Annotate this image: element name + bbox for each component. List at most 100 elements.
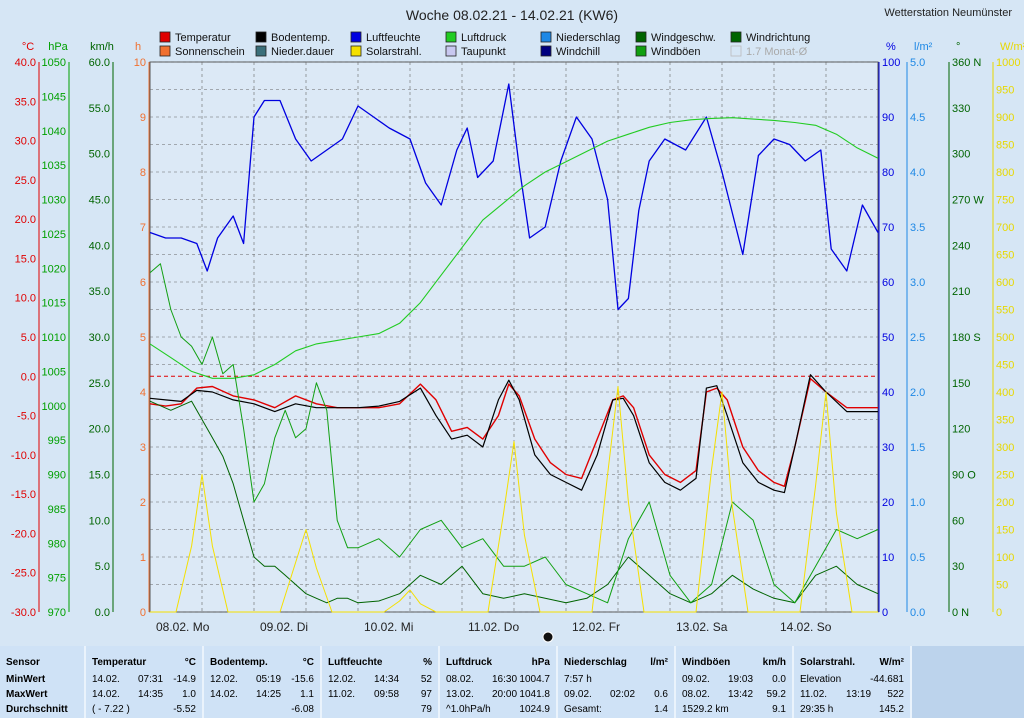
stats-cell: 0.6 bbox=[654, 689, 668, 700]
stats-cell: Elevation bbox=[800, 674, 842, 685]
legend-swatch-4 bbox=[445, 31, 457, 43]
stats-cell: 59.2 bbox=[766, 689, 786, 700]
axis-tick-label: 20.0 bbox=[89, 424, 110, 436]
axis-unit-2: hPa bbox=[48, 41, 68, 53]
series-luftdruck bbox=[149, 117, 879, 379]
legend-swatch-9 bbox=[255, 45, 267, 57]
axis-tick-label: 990 bbox=[48, 470, 66, 482]
stats-row: ( - 7.22 ) -5.52 bbox=[92, 702, 196, 718]
stats-header: Niederschlag l/m² bbox=[564, 655, 668, 671]
stats-cell: 20:00 bbox=[492, 689, 518, 700]
stats-cell: 09.02. bbox=[564, 689, 592, 700]
axis-tick-label: 90 O bbox=[952, 470, 976, 482]
axis-tick-label: 7 bbox=[140, 222, 146, 234]
stats-cell: 97 bbox=[420, 689, 432, 700]
axis-tick-label: 1030 bbox=[42, 195, 66, 207]
stats-row: 1529.2 km 9.1 bbox=[682, 702, 786, 718]
axis-tick-label: 25.0 bbox=[89, 378, 110, 390]
series-temperatur bbox=[149, 377, 878, 487]
stats-cell: 1.1 bbox=[300, 689, 314, 700]
stats-row: 14.02. 14:35 1.0 bbox=[92, 687, 196, 703]
axis-unit-6: l/m² bbox=[914, 41, 933, 53]
stats-row: 08.02. 16:30 1004.7 bbox=[446, 672, 550, 688]
stats-cell: 12.02. bbox=[210, 674, 238, 685]
legend-label-8: Sonnenschein bbox=[175, 46, 245, 58]
stats-column-8: Solarstrahl. W/m² Elevation -44.681 11.02. 13… bbox=[794, 646, 912, 718]
stats-cell: -44.681 bbox=[870, 674, 904, 685]
axis-tick-label: 40 bbox=[882, 387, 894, 399]
legend-swatch-8 bbox=[159, 45, 171, 57]
stats-cell: Durchschnitt bbox=[6, 704, 68, 715]
legend-swatch-2 bbox=[255, 31, 267, 43]
x-axis-label-2: 09.02. Di bbox=[260, 620, 308, 634]
axis-tick-label: 350 bbox=[996, 415, 1014, 427]
stats-cell: 7:57 h bbox=[564, 674, 592, 685]
axis-tick-label: 650 bbox=[996, 250, 1014, 262]
axis-tick-label: 15.0 bbox=[89, 470, 110, 482]
station-name: Wetterstation Neumünster bbox=[884, 7, 1012, 19]
stats-unit: % bbox=[423, 657, 432, 668]
stats-cell: -6.08 bbox=[291, 704, 314, 715]
axis-tick-label: 1025 bbox=[42, 229, 66, 241]
axis-tick-label: 2.5 bbox=[910, 332, 925, 344]
stats-header: Windböen km/h bbox=[682, 655, 786, 671]
stats-cell: 11.02. bbox=[328, 689, 356, 700]
axis-tick-label: 40.0 bbox=[15, 57, 36, 69]
axis-tick-label: 400 bbox=[996, 387, 1014, 399]
series-solarstrahl bbox=[150, 386, 878, 613]
stats-row: 09.02. 19:03 0.0 bbox=[682, 672, 786, 688]
axis-tick-label: 450 bbox=[996, 360, 1014, 372]
axis-tick-label: 985 bbox=[48, 504, 66, 516]
stats-column-5: Luftdruck hPa 08.02. 16:30 1004.7 13.02. 20:00… bbox=[440, 646, 558, 718]
axis-tick-label: 45.0 bbox=[89, 195, 110, 207]
axis-tick-label: 800 bbox=[996, 167, 1014, 179]
axis-tick-label: 90 bbox=[882, 112, 894, 124]
axis-tick-label: 60.0 bbox=[89, 57, 110, 69]
stats-cell: 52 bbox=[420, 674, 432, 685]
stats-row: ^1.0hPa/h 1024.9 bbox=[446, 702, 550, 718]
axis-tick-label: 980 bbox=[48, 538, 66, 550]
stats-row: 12.02. 14:34 52 bbox=[328, 672, 432, 688]
axis-tick-label: 0 N bbox=[952, 607, 969, 619]
current-time-marker bbox=[542, 631, 554, 643]
stats-unit: °C bbox=[302, 657, 314, 668]
axis-tick-label: 20.0 bbox=[15, 214, 36, 226]
axis-tick-label: 0.5 bbox=[910, 552, 925, 564]
stats-cell: 1004.7 bbox=[519, 674, 550, 685]
axis-tick-label: 850 bbox=[996, 140, 1014, 152]
axis-tick-label: 5.0 bbox=[95, 561, 110, 573]
stats-cell: 9.1 bbox=[772, 704, 786, 715]
legend-label-13: Windböen bbox=[651, 46, 701, 58]
axis-tick-label: 30 bbox=[952, 561, 964, 573]
stats-header: Solarstrahl. W/m² bbox=[800, 655, 904, 671]
stats-row: Durchschnitt bbox=[6, 702, 78, 718]
axis-tick-label: -20.0 bbox=[11, 528, 36, 540]
axis-tick-label: 10 bbox=[134, 57, 146, 69]
stats-row: 79 bbox=[328, 702, 432, 718]
stats-row: Elevation -44.681 bbox=[800, 672, 904, 688]
axis-tick-label: 80 bbox=[882, 167, 894, 179]
axis-tick-label: 900 bbox=[996, 112, 1014, 124]
legend-label-12: Windchill bbox=[556, 46, 600, 58]
x-axis-label-7: 14.02. So bbox=[780, 620, 832, 634]
axis-tick-label: 5.0 bbox=[21, 332, 36, 344]
axis-tick-label: 3 bbox=[140, 442, 146, 454]
stats-cell: 12.02. bbox=[328, 674, 356, 685]
legend-swatch-10 bbox=[350, 45, 362, 57]
axis-tick-label: 0.0 bbox=[910, 607, 925, 619]
stats-cell: 1.0 bbox=[182, 689, 196, 700]
legend-swatch-12 bbox=[540, 45, 552, 57]
stats-cell: 14.02. bbox=[92, 689, 120, 700]
stats-cell: 02:02 bbox=[610, 689, 636, 700]
axis-tick-label: 330 bbox=[952, 103, 970, 115]
stats-title: Luftfeuchte bbox=[328, 657, 383, 668]
stats-cell: 14:35 bbox=[138, 689, 164, 700]
axis-tick-label: 2 bbox=[140, 497, 146, 509]
x-axis-label-5: 12.02. Fr bbox=[572, 620, 620, 634]
axis-tick-label: 35.0 bbox=[89, 286, 110, 298]
stats-cell: 13.02. bbox=[446, 689, 474, 700]
axis-tick-label: 1035 bbox=[42, 160, 66, 172]
axis-tick-label: 10.0 bbox=[15, 293, 36, 305]
stats-cell: 09:58 bbox=[374, 689, 400, 700]
